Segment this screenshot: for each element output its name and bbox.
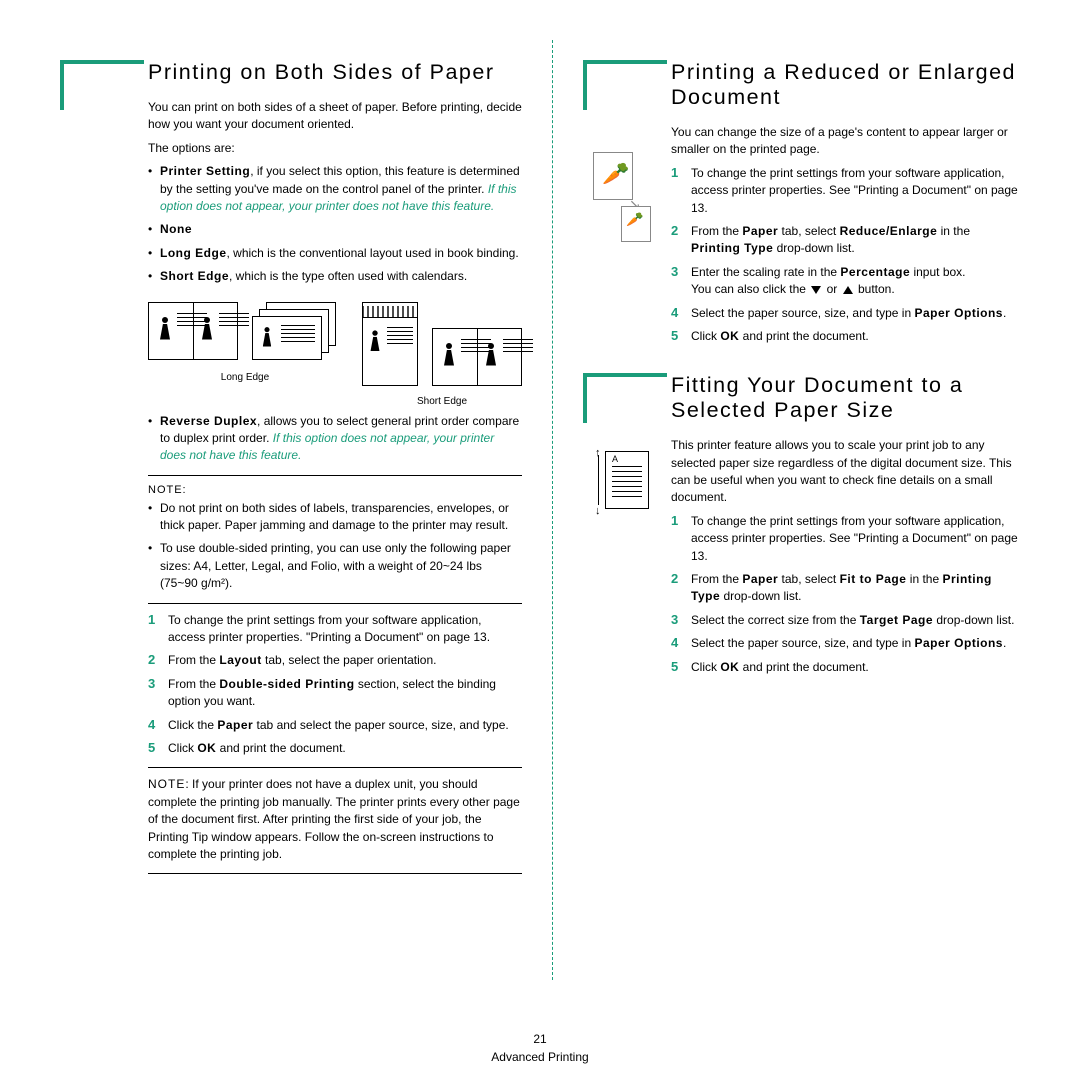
divider-line (148, 475, 522, 476)
duplex-steps: To change the print settings from your s… (148, 612, 522, 758)
heading-reduce-enlarge: Printing a Reduced or Enlarged Document (671, 60, 1020, 110)
opt-long-edge: Long Edge, which is the conventional lay… (148, 245, 522, 262)
book-icon-2 (432, 328, 522, 386)
reduce-steps: To change the print settings from your s… (671, 165, 1020, 346)
fit-steps: To change the print settings from your s… (671, 513, 1020, 676)
opt-reverse-duplex: Reverse Duplex, allows you to select gen… (148, 413, 522, 465)
book-icon (148, 302, 238, 360)
divider-line-4 (148, 873, 522, 874)
r1-step-2: From the Paper tab, select Reduce/Enlarg… (671, 223, 1020, 258)
r2-step-2: From the Paper tab, select Fit to Page i… (671, 571, 1020, 606)
page: Printing on Both Sides of Paper You can … (60, 40, 1020, 1000)
step-3: From the Double-sided Printing section, … (148, 676, 522, 711)
r1-step-3: Enter the scaling rate in the Percentage… (671, 264, 1020, 299)
section-reduce-enlarge: 🥕 ↘ 🥕 Printing a Reduced or Enlarged Doc… (583, 60, 1020, 345)
options-list: Printer Setting, if you select this opti… (148, 163, 522, 285)
book-stack-icon (252, 302, 342, 362)
short-edge-figures: Short Edge (362, 302, 522, 407)
scale-icon: 🥕 ↘ 🥕 (593, 152, 653, 242)
note-list: Do not print on both sides of labels, tr… (148, 500, 522, 593)
step-2: From the Layout tab, select the paper or… (148, 652, 522, 669)
page-footer: 21 Advanced Printing (0, 1030, 1080, 1066)
intro-text: You can print on both sides of a sheet o… (148, 99, 522, 134)
triangle-down-icon (811, 286, 821, 294)
opt-printer-setting: Printer Setting, if you select this opti… (148, 163, 522, 215)
fig-label-short: Short Edge (417, 396, 467, 407)
intro-reduce: You can change the size of a page's cont… (671, 124, 1020, 159)
step-4: Click the Paper tab and select the paper… (148, 717, 522, 734)
opt-none: None (148, 221, 522, 238)
opt-short-edge: Short Edge, which is the type often used… (148, 268, 522, 285)
note-label: NOTE: (148, 484, 522, 496)
r2-step-4: Select the paper source, size, and type … (671, 635, 1020, 652)
column-divider (552, 40, 553, 980)
note-manual-duplex: NOTE: If your printer does not have a du… (148, 776, 522, 863)
intro-text-2: The options are: (148, 140, 522, 157)
footer-section: Advanced Printing (0, 1048, 1080, 1066)
fig-label-long: Long Edge (221, 372, 269, 383)
r1-step-1: To change the print settings from your s… (671, 165, 1020, 217)
heading-duplex: Printing on Both Sides of Paper (148, 60, 522, 85)
calendar-icon (362, 302, 418, 386)
divider-line-2 (148, 603, 522, 604)
page-number: 21 (0, 1030, 1080, 1048)
intro-fit: This printer feature allows you to scale… (671, 437, 1020, 507)
triangle-up-icon (843, 286, 853, 294)
divider-line-3 (148, 767, 522, 768)
reverse-duplex-list: Reverse Duplex, allows you to select gen… (148, 413, 522, 465)
long-edge-figures: Long Edge (148, 302, 342, 407)
r1-step-4: Select the paper source, size, and type … (671, 305, 1020, 322)
section-fit-to-page: A ↑ ↓ Fitting Your Document to a Selecte… (583, 373, 1020, 676)
step-5: Click OK and print the document. (148, 740, 522, 757)
left-column: Printing on Both Sides of Paper You can … (60, 40, 522, 1000)
r2-step-1: To change the print settings from your s… (671, 513, 1020, 565)
fit-page-icon: A ↑ ↓ (593, 451, 653, 509)
note-item-2: To use double-sided printing, you can us… (148, 540, 522, 592)
step-1: To change the print settings from your s… (148, 612, 522, 647)
note-item-1: Do not print on both sides of labels, tr… (148, 500, 522, 535)
r2-step-3: Select the correct size from the Target … (671, 612, 1020, 629)
right-column: 🥕 ↘ 🥕 Printing a Reduced or Enlarged Doc… (583, 40, 1020, 1000)
section-duplex: Printing on Both Sides of Paper You can … (60, 60, 522, 874)
r1-step-5: Click OK and print the document. (671, 328, 1020, 345)
heading-fit-to-page: Fitting Your Document to a Selected Pape… (671, 373, 1020, 423)
r2-step-5: Click OK and print the document. (671, 659, 1020, 676)
figure-row: Long Edge (148, 302, 522, 407)
